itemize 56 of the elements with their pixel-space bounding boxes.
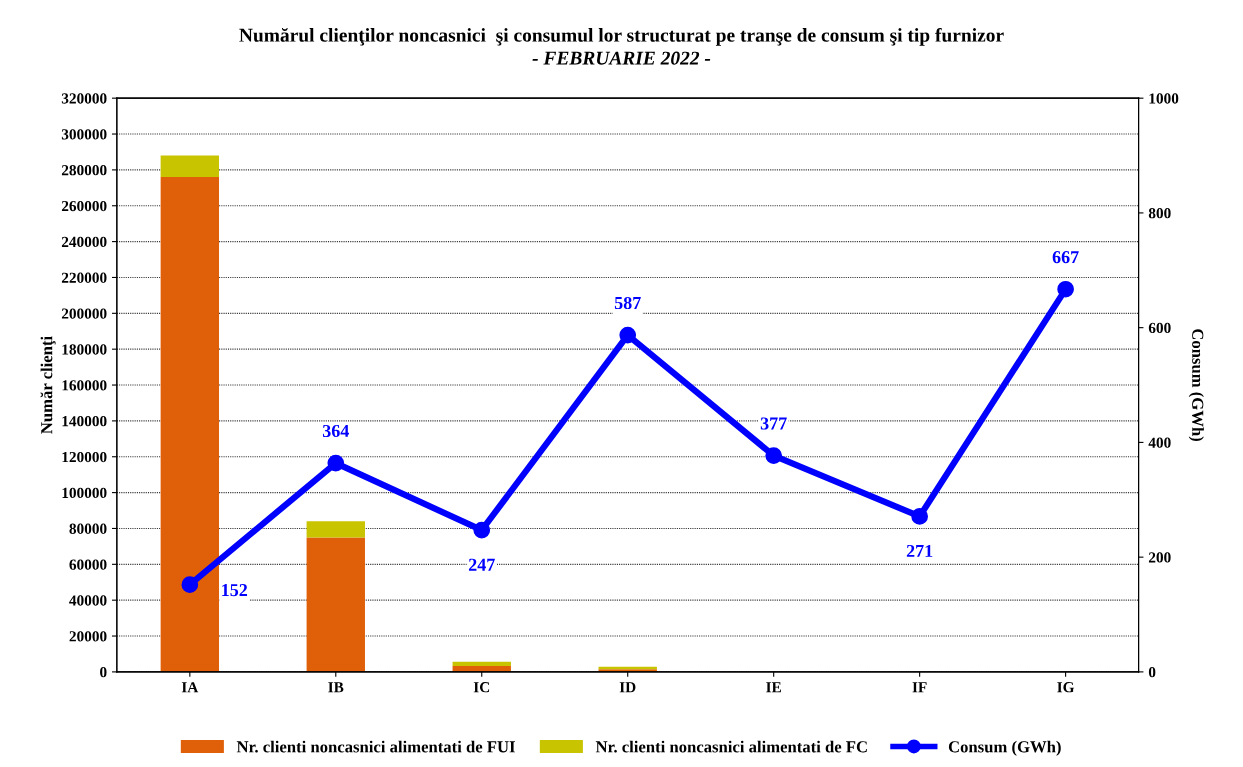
y2-tick-label: 600 [1148, 322, 1171, 334]
y2-tick-label: 0 [1148, 667, 1156, 678]
chart-subtitle: - FEBRUARIE 2022 - [532, 51, 711, 65]
point [911, 508, 928, 525]
y-tick-label: 100000 [62, 487, 107, 499]
x-tick-label: IC [473, 682, 490, 693]
legend-label: Consum (GWh) [948, 740, 1061, 756]
data-label: 377 [760, 417, 787, 430]
y2-tick-label: 1000 [1149, 93, 1179, 104]
y-tick-label: 140000 [62, 416, 107, 427]
x-tick-label: IA [181, 682, 199, 693]
y-tick-label: 240000 [61, 236, 107, 248]
y-tick-label: 60000 [69, 559, 107, 570]
y-tick-label: 20000 [69, 631, 107, 642]
chart-title: Numărul clienţilor noncasnici şi consumul lor structurat pe tranşe de consum şi tip furnizor [239, 27, 1004, 46]
point [473, 521, 491, 539]
x-tick-label: IE [766, 682, 781, 693]
point [619, 326, 637, 344]
bar [306, 537, 365, 672]
data-label: 271 [906, 544, 933, 557]
legend-label: Nr. clienti noncasnici alimentati de FC [595, 740, 867, 753]
y-tick-label: 260000 [61, 200, 107, 212]
data-label: 587 [614, 296, 641, 310]
y2-tick-label: 800 [1148, 208, 1171, 219]
x-tick-label: IF [912, 682, 927, 693]
y-tick-label: 160000 [62, 380, 107, 391]
y2-tick-label: 200 [1148, 552, 1171, 563]
point [765, 447, 783, 464]
point [327, 454, 345, 472]
x-tick-label: ID [619, 682, 636, 693]
data-label: 247 [468, 558, 495, 571]
y-tick-label: 40000 [69, 595, 107, 606]
data-label: 667 [1052, 251, 1079, 264]
y-tick-label: 300000 [61, 129, 107, 140]
data-label: 152 [222, 584, 248, 597]
y2-tick-label: 400 [1148, 437, 1171, 448]
point [1057, 280, 1074, 298]
x-tick-label: IB [328, 682, 344, 693]
bar [306, 521, 365, 538]
bar [160, 177, 220, 672]
y-tick-label: 220000 [61, 272, 107, 283]
y-tick-label: 120000 [62, 451, 107, 463]
y-tick-label: 280000 [61, 165, 107, 176]
legend-label: Nr. clienti noncasnici alimentati de FUI [236, 740, 515, 753]
y-tick-label: 80000 [69, 523, 107, 534]
bar [452, 661, 511, 666]
x-tick-label: IG [1057, 682, 1075, 693]
y-tick-label: 320000 [61, 93, 107, 104]
bar [160, 155, 220, 178]
y2-axis-title: Consum (GWh) [1188, 329, 1204, 442]
data-label: 364 [322, 424, 349, 438]
y-tick-label: 0 [100, 667, 107, 678]
y-tick-label: 180000 [62, 344, 107, 355]
y-tick-label: 200000 [61, 308, 107, 319]
y-axis-title: Număr clienţi [40, 336, 56, 434]
point [181, 576, 199, 594]
